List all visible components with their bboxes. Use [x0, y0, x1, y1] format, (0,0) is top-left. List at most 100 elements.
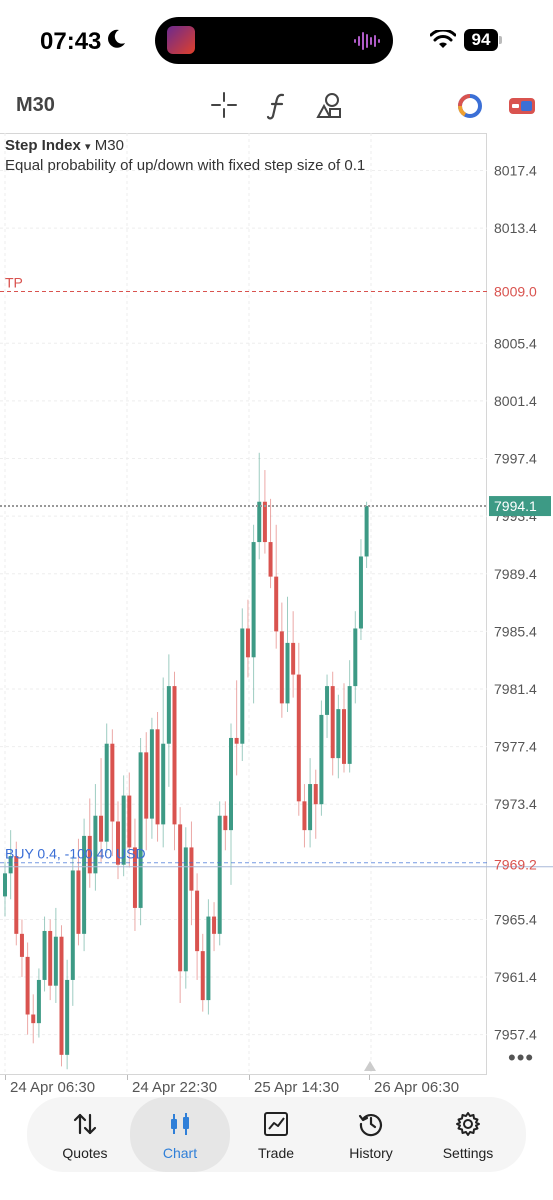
more-options-icon[interactable]: ••• — [508, 1045, 535, 1070]
candle-bear — [76, 870, 81, 934]
symbol-header[interactable]: Step Index ▾ M30 — [5, 137, 124, 154]
nav-history[interactable]: History — [321, 1097, 421, 1172]
take-profit-price: 8009.0 — [494, 283, 537, 299]
bottom-navigation: Quotes Chart Trade History — [27, 1097, 526, 1172]
candle-bull — [285, 642, 290, 704]
price-tick-label: 7965.4 — [494, 911, 537, 927]
time-tick-mark — [249, 1075, 250, 1080]
candle-bear — [212, 916, 217, 934]
nav-history-label: History — [349, 1145, 393, 1161]
take-profit-label: TP — [5, 274, 23, 290]
nav-quotes-label: Quotes — [62, 1145, 108, 1161]
nav-chart-label: Chart — [162, 1145, 198, 1161]
candle-bear — [99, 815, 104, 842]
objects-icon[interactable] — [315, 92, 343, 120]
candle-bear — [313, 784, 318, 805]
candle-bear — [48, 930, 53, 986]
indicators-icon[interactable] — [266, 92, 288, 120]
price-tick-label: 7961.4 — [494, 969, 537, 985]
candle-bear — [200, 951, 205, 1001]
candle-bull — [229, 737, 233, 831]
candle-bull — [251, 542, 256, 658]
candle-bull — [93, 815, 98, 874]
candle-bull — [8, 856, 13, 874]
time-axis: 24 Apr 06:30 24 Apr 22:30 25 Apr 14:30 26 A… — [0, 1075, 553, 1097]
crosshair-icon[interactable] — [211, 92, 237, 118]
current-price-value: 7994.1 — [494, 498, 537, 514]
candle-bear — [195, 890, 200, 952]
price-tick-label: 7985.4 — [494, 623, 537, 639]
scroll-marker-icon — [364, 1061, 376, 1071]
trade-icon — [264, 1112, 288, 1136]
candle-bear — [296, 674, 301, 802]
candle-bull — [161, 743, 166, 825]
chart-area[interactable]: TP 8009.0 BUY 0.4, -100.40 USD 7969.2 8017.4… — [0, 133, 553, 1075]
candle-bear — [262, 501, 267, 543]
candle-bear — [132, 847, 137, 908]
candle-bull — [82, 835, 87, 934]
nav-quotes[interactable]: Quotes — [35, 1097, 135, 1172]
app-thumbnail-icon — [167, 26, 195, 54]
candle-bear — [172, 686, 177, 825]
candle-bull — [36, 979, 41, 1024]
candle-bull — [104, 743, 109, 842]
candle-bear — [302, 801, 307, 831]
symbol-timeframe: M30 — [94, 137, 124, 154]
battery-tip — [499, 36, 502, 44]
candle-bull — [138, 752, 143, 908]
account-icon[interactable] — [456, 92, 484, 120]
wifi-icon — [430, 30, 456, 48]
position-label: BUY 0.4, -100.40 USD — [5, 846, 146, 862]
candle-bear — [87, 835, 92, 874]
chart-icon — [171, 1113, 189, 1135]
quotes-icon — [73, 1113, 97, 1135]
position-price: 7969.2 — [494, 857, 537, 873]
candle-bear — [14, 856, 19, 934]
moon-icon — [108, 29, 125, 48]
candle-bull — [347, 686, 352, 764]
candle-bull — [240, 628, 245, 744]
candle-bull — [65, 979, 70, 1055]
price-tick-label: 7973.4 — [494, 796, 537, 812]
chart-toolbar: M30 — [0, 80, 553, 132]
status-bar: 07:43 94 — [0, 0, 553, 80]
candle-bear — [116, 821, 120, 865]
candle-bull — [70, 870, 75, 980]
symbol-caret-icon: ▾ — [85, 141, 91, 153]
candle-bull — [3, 873, 7, 897]
candle-bull — [364, 506, 369, 557]
nav-settings[interactable]: Settings — [418, 1097, 518, 1172]
candle-bear — [31, 1014, 36, 1024]
candle-bear — [189, 847, 194, 891]
timeframe-selector[interactable]: M30 — [16, 94, 55, 116]
candle-bull — [217, 815, 222, 934]
time-tick-label: 25 Apr 14:30 — [254, 1079, 340, 1096]
candle-bull — [257, 501, 262, 543]
nav-trade[interactable]: Trade — [226, 1097, 326, 1172]
time-tick-mark — [5, 1075, 6, 1080]
one-click-trading-icon[interactable] — [508, 92, 536, 120]
nav-chart[interactable]: Chart — [130, 1097, 230, 1172]
candle-bear — [342, 709, 346, 764]
candle-bear — [155, 729, 160, 825]
candle-bull — [336, 709, 341, 759]
dynamic-island — [155, 17, 393, 64]
candle-bull — [319, 714, 324, 805]
time-tick-mark — [127, 1075, 128, 1080]
time-tick-label: 26 Apr 06:30 — [374, 1079, 460, 1096]
symbol-description: Equal probability of up/down with fixed … — [5, 157, 366, 174]
candlestick-chart[interactable]: TP 8009.0 BUY 0.4, -100.40 USD 7969.2 8017.4… — [0, 133, 553, 1075]
candle-bear — [268, 542, 273, 577]
time-tick-label: 24 Apr 06:30 — [10, 1079, 96, 1096]
candle-bear — [110, 743, 115, 822]
price-tick-label: 7977.4 — [494, 739, 537, 755]
history-icon — [358, 1114, 382, 1137]
chart-frame — [0, 133, 487, 1075]
nav-settings-label: Settings — [442, 1145, 494, 1161]
candle-bear — [223, 815, 228, 831]
candle-bear — [127, 795, 132, 848]
candle-bear — [144, 752, 149, 819]
candle-bull — [308, 784, 313, 831]
time-tick-mark — [369, 1075, 370, 1080]
price-tick-label: 7989.4 — [494, 566, 537, 582]
